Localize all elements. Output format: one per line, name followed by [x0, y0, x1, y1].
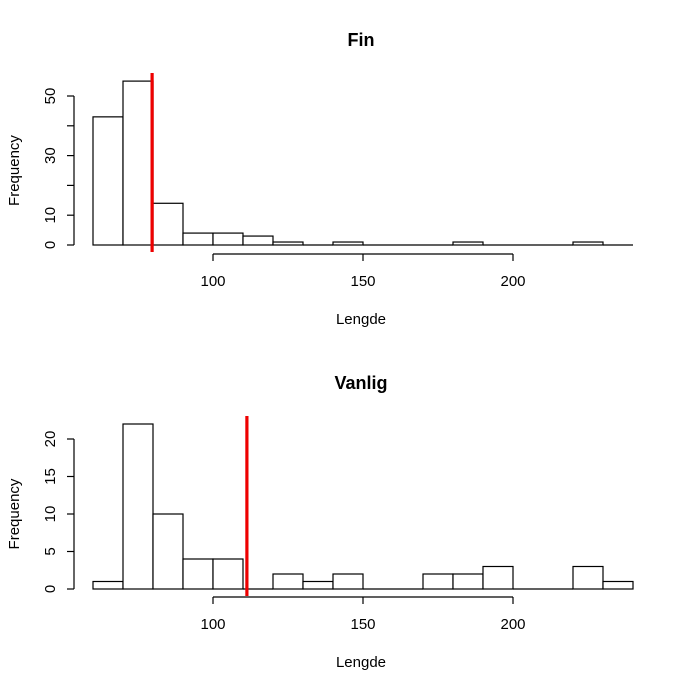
y-axis: 0 10 30 50 Frequency — [6, 88, 75, 249]
histogram-bar — [422, 573, 454, 590]
histogram-panel-vanlig: Vanlig 0 5 10 15 20 Frequency 100 150 200 Lengde — [6, 373, 634, 671]
histogram-bar — [152, 202, 184, 246]
x-tick-label: 100 — [200, 616, 225, 633]
chart-title: Fin — [348, 30, 375, 50]
histogram-bar — [572, 241, 604, 246]
x-tick-label: 200 — [500, 616, 525, 633]
y-axis: 0 5 10 15 20 Frequency — [6, 431, 75, 593]
y-tick-label: 10 — [42, 506, 59, 523]
y-tick-label: 20 — [42, 431, 59, 448]
x-axis: 100 150 200 Lengde — [200, 596, 526, 671]
histogram-bar — [452, 241, 484, 246]
histogram-bar — [452, 573, 484, 590]
histogram-bar — [182, 558, 214, 590]
y-tick-label: 30 — [42, 147, 59, 164]
y-tick-label: 15 — [42, 468, 59, 485]
y-tick-label: 50 — [42, 88, 59, 105]
x-tick-label: 150 — [350, 616, 375, 633]
histogram-bar — [602, 580, 634, 590]
y-tick-label: 0 — [42, 585, 59, 593]
histogram-bar — [272, 241, 304, 246]
histogram-bar — [122, 80, 154, 246]
x-axis-title: Lengde — [336, 311, 386, 328]
histogram-bar — [332, 573, 364, 590]
y-tick-label: 5 — [42, 547, 59, 555]
histogram-bar — [332, 241, 364, 246]
x-axis: 100 150 200 Lengde — [200, 253, 526, 328]
histogram-bar — [272, 573, 304, 590]
x-tick-label: 200 — [500, 273, 525, 290]
histogram-panel-fin: Fin 0 10 30 50 Frequency 100 150 200 Lengde — [6, 30, 633, 328]
histogram-bars — [92, 423, 634, 590]
x-tick-label: 100 — [200, 273, 225, 290]
histogram-bar — [242, 235, 274, 246]
chart-title: Vanlig — [334, 373, 387, 393]
histogram-bar — [212, 232, 244, 246]
x-tick-label: 150 — [350, 273, 375, 290]
histogram-bar — [182, 232, 214, 246]
histogram-bar — [572, 565, 604, 590]
histogram-bar — [92, 116, 124, 246]
histogram-bars — [92, 80, 633, 246]
y-axis-title: Frequency — [6, 478, 23, 549]
y-tick-label: 10 — [42, 207, 59, 224]
histogram-bar — [302, 580, 334, 590]
histogram-bar — [122, 423, 154, 590]
histogram-bar — [212, 558, 244, 590]
histogram-bar — [92, 580, 124, 590]
y-tick-label: 0 — [42, 241, 59, 249]
histogram-bar — [152, 513, 184, 590]
x-axis-title: Lengde — [336, 654, 386, 671]
y-axis-title: Frequency — [6, 135, 23, 206]
histogram-bar — [482, 565, 514, 590]
